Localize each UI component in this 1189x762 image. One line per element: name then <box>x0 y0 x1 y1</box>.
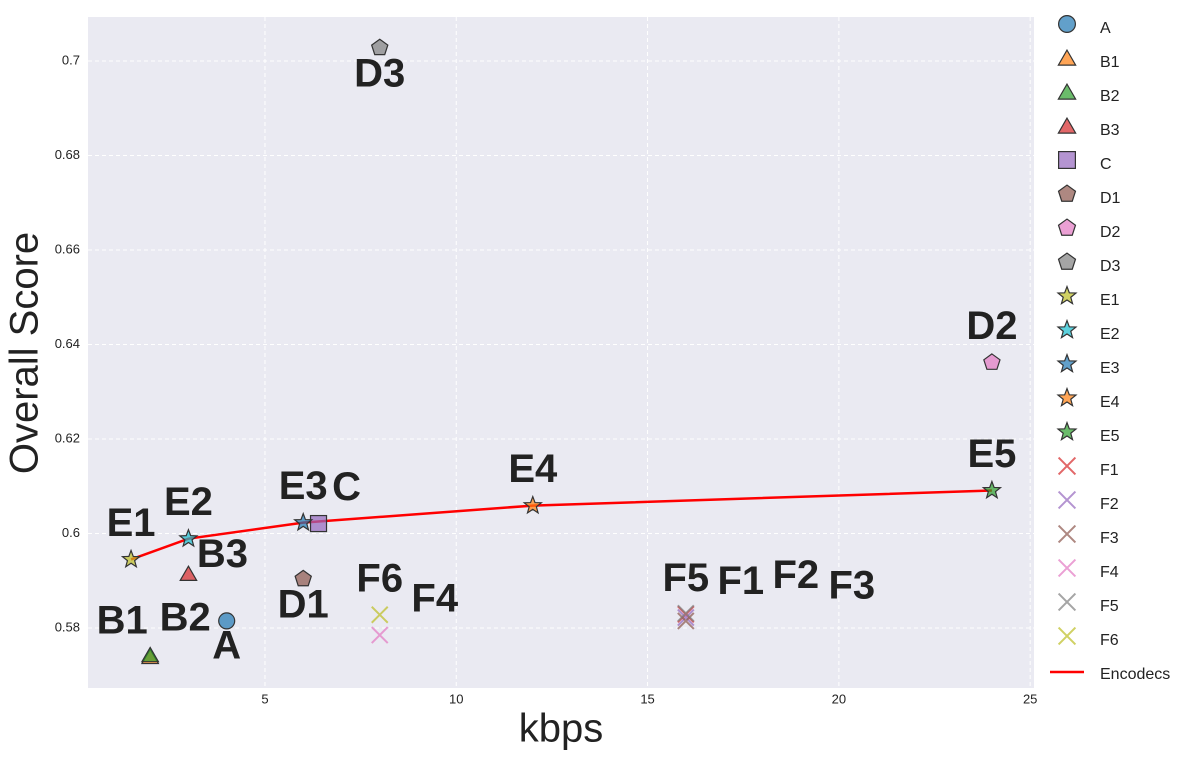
y-tick-label: 0.7 <box>62 52 80 67</box>
marker <box>293 511 314 532</box>
marker <box>677 608 695 627</box>
marker <box>1057 524 1077 544</box>
y-axis-label: Overall Score <box>3 232 47 474</box>
marker <box>218 612 236 630</box>
marker <box>1057 490 1077 510</box>
x-tick-label: 15 <box>640 691 654 706</box>
legend-label: F4 <box>1100 564 1119 581</box>
marker <box>677 604 695 623</box>
point-label: F6 <box>356 556 403 600</box>
point-label: E3 <box>279 464 328 508</box>
plot-area <box>88 17 1034 688</box>
point-label: C <box>332 465 361 509</box>
marker <box>1057 116 1077 134</box>
marker <box>1057 82 1077 100</box>
marker <box>179 564 198 581</box>
marker <box>309 514 328 533</box>
marker <box>370 38 389 56</box>
marker <box>1057 456 1077 476</box>
marker <box>140 646 160 663</box>
point-label: E2 <box>164 480 213 524</box>
point-label: F3 <box>828 563 875 607</box>
legend-label: E3 <box>1100 360 1120 377</box>
marker <box>1057 151 1076 170</box>
x-tick-label: 25 <box>1023 691 1037 706</box>
legend-label: A <box>1100 20 1111 37</box>
point-label: F5 <box>662 556 709 600</box>
marker <box>120 548 142 569</box>
x-axis-label: kbps <box>519 707 604 751</box>
point-label: F4 <box>411 577 458 621</box>
point-label: E4 <box>508 447 558 491</box>
marker <box>1056 352 1078 374</box>
marker <box>522 494 543 515</box>
legend-label: F2 <box>1100 496 1119 513</box>
legend-label: F3 <box>1100 530 1119 547</box>
point-label: B2 <box>160 595 211 639</box>
marker <box>1057 218 1077 236</box>
x-tick-label: 5 <box>261 691 268 706</box>
legend-label: E4 <box>1100 394 1120 411</box>
marker <box>1056 386 1078 408</box>
marker <box>1057 558 1077 578</box>
legend-label: B1 <box>1100 54 1120 71</box>
point-label: D3 <box>354 51 405 95</box>
marker <box>1057 15 1076 33</box>
marker <box>1057 626 1077 646</box>
legend-label: D2 <box>1100 224 1121 241</box>
marker <box>1057 252 1077 270</box>
marker <box>1057 184 1077 202</box>
legend-label: F1 <box>1100 462 1119 479</box>
legend-label: B2 <box>1100 88 1120 105</box>
marker <box>1056 420 1078 442</box>
legend-label: E2 <box>1100 326 1120 343</box>
marker <box>677 612 695 630</box>
marker <box>371 606 389 624</box>
point-label: D2 <box>966 304 1017 348</box>
point-label: E5 <box>967 432 1016 476</box>
marker <box>178 527 199 548</box>
y-tick-label: 0.66 <box>55 241 80 256</box>
point-label: B3 <box>197 532 248 576</box>
point-label: E1 <box>107 501 156 545</box>
y-tick-label: 0.64 <box>55 336 80 351</box>
point-label: F2 <box>772 553 819 597</box>
point-label: A <box>212 623 241 667</box>
legend-label: F6 <box>1100 632 1119 649</box>
point-label: F1 <box>717 559 764 603</box>
legend-label: F5 <box>1100 598 1119 615</box>
y-tick-label: 0.62 <box>55 430 80 445</box>
legend-label: E1 <box>1100 292 1120 309</box>
legend-label: C <box>1100 156 1112 173</box>
x-tick-label: 10 <box>449 691 463 706</box>
legend-label: B3 <box>1100 122 1120 139</box>
marker <box>1057 592 1077 612</box>
y-tick-label: 0.58 <box>55 619 80 634</box>
legend-label: E5 <box>1100 428 1120 445</box>
marker <box>1056 318 1078 340</box>
marker <box>294 569 313 587</box>
point-label: D1 <box>278 582 329 626</box>
y-tick-label: 0.6 <box>62 525 80 540</box>
y-tick-label: 0.68 <box>55 147 80 162</box>
legend-label: D3 <box>1100 258 1121 275</box>
legend: A B1 B2 B3 C D1 D2 D3 E1 E2 E3 E4 E5 F1 F2 F3 F4 F5 F6 Enco… <box>1050 15 1170 683</box>
marker <box>1056 284 1078 306</box>
x-tick-label: 20 <box>832 691 846 706</box>
legend-label: Encodecs <box>1100 666 1170 683</box>
marker <box>983 353 1001 370</box>
marker <box>981 479 1003 500</box>
point-label: B1 <box>97 598 148 642</box>
marker <box>1057 48 1077 66</box>
marker <box>371 626 389 644</box>
legend-label: D1 <box>1100 190 1121 207</box>
